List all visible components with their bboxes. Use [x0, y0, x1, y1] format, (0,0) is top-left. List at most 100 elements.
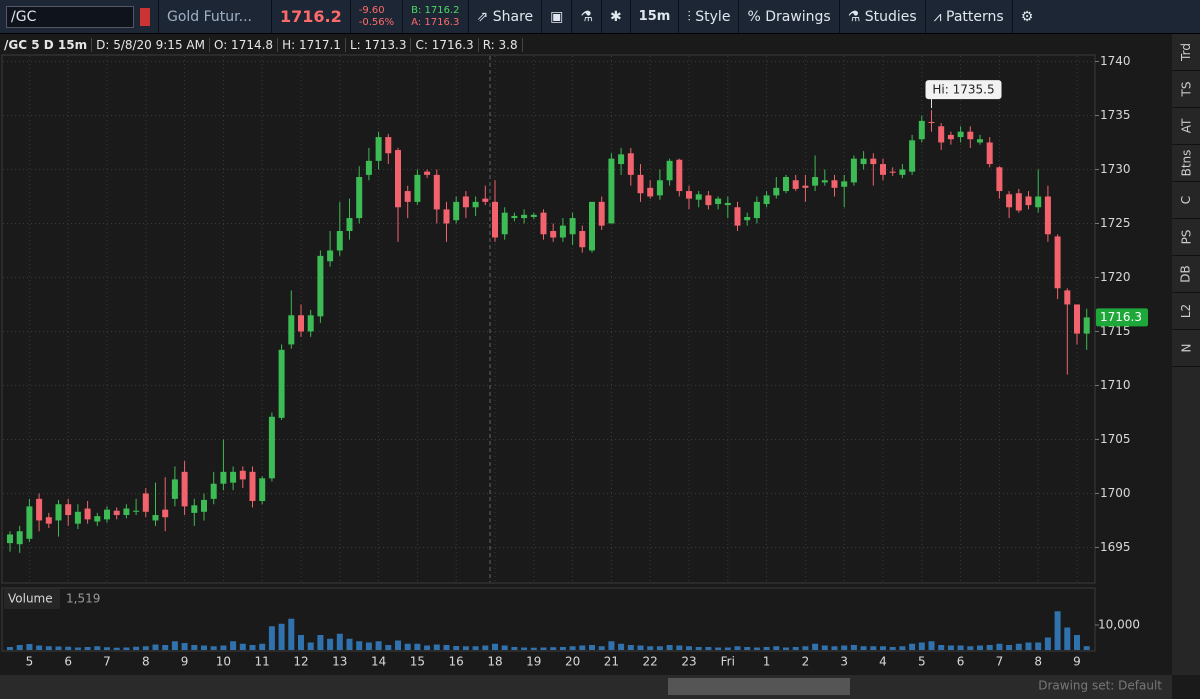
volume-bar [482, 645, 489, 650]
volume-bar [569, 646, 576, 650]
side-tab[interactable]: C [1172, 182, 1200, 219]
patterns-button[interactable]: ⩘ Patterns [933, 8, 1004, 25]
x-tick-label: 14 [371, 655, 386, 669]
volume-bar [239, 643, 246, 650]
candle-body [404, 191, 411, 202]
side-tab[interactable]: AT [1172, 108, 1200, 145]
style-button[interactable]: ⫶ Style [687, 8, 731, 25]
x-tick-label: 5 [26, 655, 34, 669]
x-tick-label: 5 [918, 655, 926, 669]
side-tab[interactable]: Btns [1172, 145, 1200, 182]
candle-body [278, 349, 285, 418]
volume-bar [695, 647, 702, 650]
settings-button[interactable]: ✱ [609, 8, 622, 25]
candle-body [521, 214, 528, 219]
interval[interactable]: 15m [638, 9, 671, 24]
snapshot-button[interactable]: ▣ [550, 8, 564, 25]
side-tab-label: L2 [1178, 303, 1193, 319]
candle-body [84, 508, 91, 520]
drawings-button[interactable]: % Drawings [747, 8, 831, 25]
volume-bar [453, 646, 460, 650]
change: -9.60 [358, 4, 385, 16]
candle-body [152, 515, 159, 521]
scrollbar[interactable] [0, 675, 1172, 699]
candle-body [433, 174, 440, 210]
candle-body [385, 137, 392, 154]
candle-body [298, 315, 304, 332]
candle-body [104, 509, 110, 520]
volume-bar [191, 645, 198, 650]
volume-bar [336, 633, 343, 650]
share: Share [492, 8, 534, 25]
gear-button[interactable]: ⚙ [1020, 8, 1034, 25]
side-tab-label: PS [1178, 229, 1193, 245]
lab-button[interactable]: ⚗ [580, 8, 593, 25]
volume-bar [1074, 635, 1080, 650]
volume-bar [1035, 642, 1042, 650]
x-tick-label: 6 [64, 655, 72, 669]
volume-bar [812, 643, 819, 650]
volume-bar [511, 647, 518, 650]
x-tick-label: 4 [879, 655, 887, 669]
x-tick-label: 9 [181, 655, 189, 669]
studies: Studies [864, 8, 917, 25]
side-tab[interactable]: TS [1172, 71, 1200, 108]
volume-bar [957, 645, 964, 650]
candle-body [686, 191, 692, 199]
side-tab-label: TS [1178, 81, 1193, 97]
candle-body [288, 315, 295, 345]
candle-body [724, 202, 731, 206]
share-button[interactable]: ⇗ Share [476, 8, 534, 25]
x-tick-label: 6 [957, 655, 965, 669]
candle-body [239, 470, 246, 480]
volume-bar [763, 647, 770, 650]
side-tab[interactable]: PS [1172, 219, 1200, 256]
volume-bar [928, 641, 935, 650]
x-tick-label: 16 [449, 655, 464, 669]
side-tab[interactable]: N [1172, 330, 1200, 367]
side-tab[interactable]: DB [1172, 256, 1200, 293]
y-tick-label: 1710 [1100, 378, 1131, 392]
volume-bar [598, 646, 605, 650]
y-tick-label: 1695 [1100, 540, 1131, 554]
scroll-thumb[interactable] [668, 678, 850, 695]
volume-bar [1015, 643, 1022, 650]
low: L: 1713.3 [346, 37, 412, 52]
volume-bar [152, 644, 159, 650]
x-tick-label: 23 [681, 655, 696, 669]
alert-icon[interactable] [140, 7, 150, 26]
candle-body [65, 504, 72, 516]
candle-body [395, 150, 401, 208]
candle-body [753, 201, 760, 219]
volume-bar [1006, 645, 1013, 650]
candle-body [356, 177, 363, 219]
y-tick-label: 1705 [1100, 432, 1131, 446]
candle-body [453, 201, 460, 221]
candle-body [191, 505, 198, 513]
y-tick-label: 1700 [1100, 486, 1131, 500]
candle-body [472, 201, 479, 208]
annotation-box [925, 80, 1002, 100]
candle-body [511, 215, 518, 219]
volume-bar [16, 645, 23, 650]
volume-bar [327, 638, 334, 650]
high-annotation: Hi: 1735.5 [932, 83, 994, 97]
symbol-box[interactable]: /GC [6, 5, 134, 28]
volume-bar [7, 647, 13, 650]
side-tab[interactable]: L2 [1172, 293, 1200, 330]
studies-button[interactable]: ⚗ Studies [847, 8, 917, 25]
x-tick-label: 1 [763, 655, 771, 669]
volume-bar [773, 646, 780, 650]
candle-body [1044, 196, 1051, 235]
candle-body [162, 509, 169, 518]
candle-body [695, 194, 702, 200]
volume-bar [676, 645, 683, 650]
volume-bar [433, 644, 440, 650]
candle-body [249, 471, 256, 502]
side-tab[interactable]: Trd [1172, 34, 1200, 71]
close: C: 1716.3 [411, 37, 479, 52]
volume-bar [666, 645, 673, 650]
side-tabs: Trd TS AT Btns C PS DB L2 N [1172, 34, 1200, 675]
volume-bar [753, 647, 760, 650]
candle-body [627, 153, 634, 175]
